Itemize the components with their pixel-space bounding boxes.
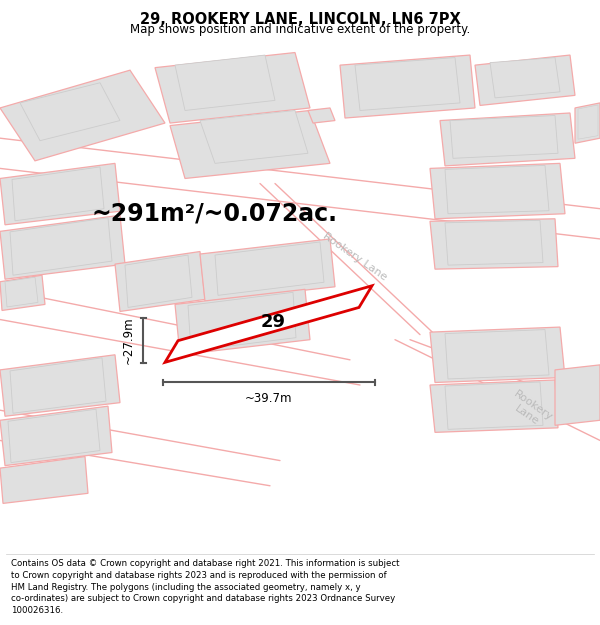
Polygon shape xyxy=(170,111,330,179)
Polygon shape xyxy=(308,108,335,123)
Polygon shape xyxy=(12,167,104,221)
Text: HM Land Registry. The polygons (including the associated geometry, namely x, y: HM Land Registry. The polygons (includin… xyxy=(11,582,361,592)
Text: to Crown copyright and database rights 2023 and is reproduced with the permissio: to Crown copyright and database rights 2… xyxy=(11,571,386,580)
Text: Rookery
Lane: Rookery Lane xyxy=(505,389,554,432)
Polygon shape xyxy=(578,105,598,139)
Polygon shape xyxy=(20,82,120,141)
Polygon shape xyxy=(0,275,45,311)
Text: ~27.9m: ~27.9m xyxy=(122,317,135,364)
Polygon shape xyxy=(175,289,310,355)
Text: 29: 29 xyxy=(261,313,286,331)
Polygon shape xyxy=(200,239,335,301)
Polygon shape xyxy=(0,456,88,503)
Polygon shape xyxy=(575,103,600,143)
Text: 29, ROOKERY LANE, LINCOLN, LN6 7PX: 29, ROOKERY LANE, LINCOLN, LN6 7PX xyxy=(140,12,460,27)
Polygon shape xyxy=(8,409,100,462)
Text: Contains OS data © Crown copyright and database right 2021. This information is : Contains OS data © Crown copyright and d… xyxy=(11,559,400,568)
Polygon shape xyxy=(475,55,575,106)
Polygon shape xyxy=(0,163,120,225)
Text: ~39.7m: ~39.7m xyxy=(245,392,293,406)
Polygon shape xyxy=(0,70,165,161)
Polygon shape xyxy=(200,111,308,163)
Polygon shape xyxy=(215,242,324,296)
Polygon shape xyxy=(445,329,549,379)
Polygon shape xyxy=(165,286,372,362)
Polygon shape xyxy=(450,116,558,158)
Polygon shape xyxy=(10,357,106,413)
Polygon shape xyxy=(0,355,120,416)
Polygon shape xyxy=(445,220,543,265)
Polygon shape xyxy=(5,278,38,307)
Polygon shape xyxy=(355,58,460,111)
Polygon shape xyxy=(0,406,112,466)
Polygon shape xyxy=(490,58,560,98)
Polygon shape xyxy=(430,380,558,432)
Polygon shape xyxy=(340,55,475,118)
Polygon shape xyxy=(445,166,549,214)
Text: ~291m²/~0.072ac.: ~291m²/~0.072ac. xyxy=(92,202,338,226)
Polygon shape xyxy=(175,55,275,111)
Polygon shape xyxy=(430,327,565,382)
Polygon shape xyxy=(430,219,558,269)
Text: Rookery Lane: Rookery Lane xyxy=(321,231,389,282)
Polygon shape xyxy=(445,382,543,429)
Text: 100026316.: 100026316. xyxy=(11,606,63,615)
Polygon shape xyxy=(155,52,310,123)
Polygon shape xyxy=(10,217,112,275)
Polygon shape xyxy=(115,251,205,311)
Polygon shape xyxy=(440,113,575,166)
Polygon shape xyxy=(555,365,600,425)
Polygon shape xyxy=(0,215,125,279)
Polygon shape xyxy=(125,255,192,308)
Text: co-ordinates) are subject to Crown copyright and database rights 2023 Ordnance S: co-ordinates) are subject to Crown copyr… xyxy=(11,594,395,603)
Text: Map shows position and indicative extent of the property.: Map shows position and indicative extent… xyxy=(130,22,470,36)
Polygon shape xyxy=(188,292,296,351)
Polygon shape xyxy=(430,163,565,219)
